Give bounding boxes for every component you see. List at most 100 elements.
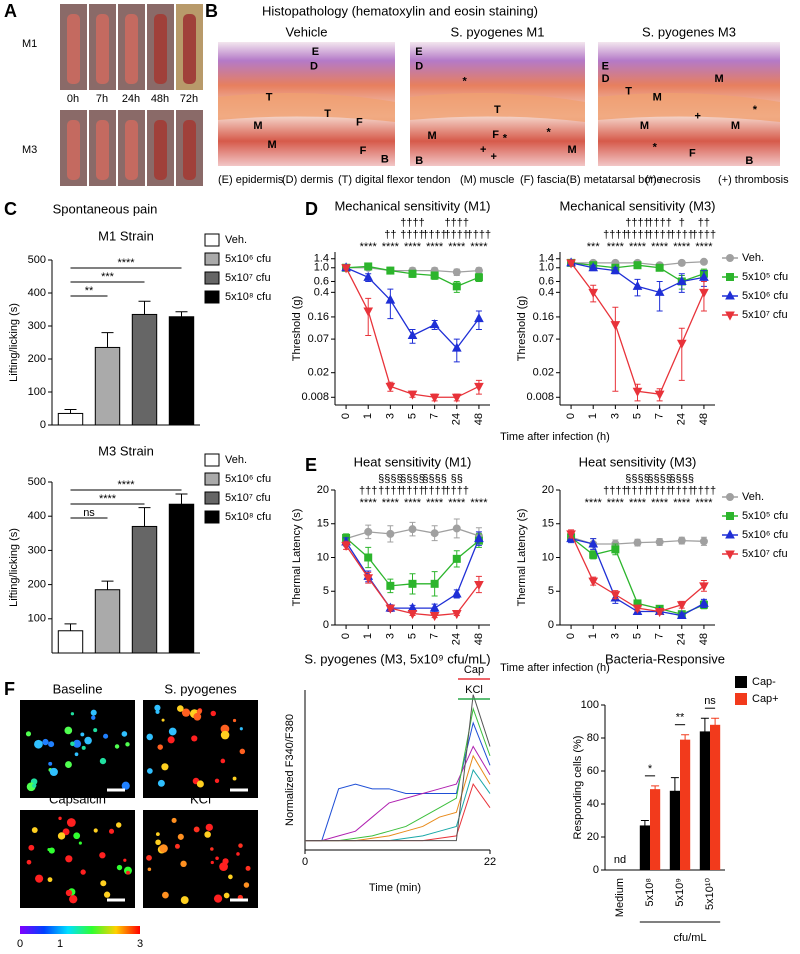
tendon [218,93,395,122]
annotation: §§§§ [378,473,402,485]
y-tick-label: 0.16 [533,311,554,323]
row-label: M3 [22,144,37,156]
annotation: §§ [451,473,463,485]
x-axis-label: Time after infection (h) [500,431,610,443]
tendon [410,93,585,122]
x-tick-label: 0 [565,413,577,419]
image-label: F [689,148,696,160]
annotation: †††† [422,229,446,241]
cell [239,748,246,755]
annotation: †††† [378,485,402,497]
calcium-image [20,700,135,798]
marker [699,288,709,298]
annotation: **** [360,497,378,509]
annotation: †††† [400,485,424,497]
error-bar [175,311,188,317]
annotation: †††† [647,229,671,241]
y-tick-label: 200 [28,353,46,365]
image-title: S. pyogenes [164,681,237,696]
image-label: F [356,117,363,129]
error-bar [175,493,188,505]
cell [232,776,237,781]
legend-label: 5x10⁶ cfu [225,253,271,265]
marker [566,530,576,540]
annotation: **** [695,241,713,253]
x-tick-label: 1 [362,413,374,419]
marker [429,393,440,403]
bar [94,589,121,654]
significance-label: * [648,763,653,775]
legend-label: Veh. [742,491,764,503]
y-tick-label: 300 [28,544,46,556]
colorbar [20,926,140,934]
marker [363,307,374,317]
image-title: Baseline [53,681,103,696]
cell [116,822,122,828]
error-bar [700,717,709,745]
bar [639,825,650,870]
legend-label: 5x10⁷ cfu [742,548,788,560]
annotation: †††† [670,485,694,497]
annotation: §§§§ [422,473,446,485]
image-label: E [415,46,422,58]
annotation: † [679,217,685,229]
marker [677,536,686,545]
marker [407,390,418,400]
annotation: **** [426,241,444,253]
marker [363,574,374,584]
y-axis-label: Thermal Latency (s) [291,509,303,607]
annotation: †††† [603,485,627,497]
legend-swatch [204,472,220,486]
cell [26,859,32,865]
key-item: (T) digital flexor tendon [338,174,451,186]
colorbar-tick-label: 3 [137,938,143,950]
paw [183,14,196,84]
cell [171,817,177,823]
marker [632,280,643,290]
panel-label: F [4,679,15,699]
image-label: T [625,86,632,98]
image-label: D [310,61,318,73]
calcium-image [143,810,258,908]
error-bar [64,408,77,414]
image-label: F [492,129,499,141]
error-bar [640,820,649,831]
x-tick-label: 48 [473,633,485,645]
cell [47,847,51,852]
cell [31,783,37,788]
marker [386,581,395,590]
panel-label: C [4,199,17,219]
marker [677,258,686,267]
x-tick-label: 3 [384,633,396,639]
legend-label: Veh. [225,454,247,466]
y-axis-label: Lifting/licking (s) [8,303,20,382]
marker [676,275,687,285]
paw [125,14,138,84]
y-tick-label: 0.07 [308,333,329,345]
legend-marker [725,550,735,560]
cell [220,724,230,734]
legend-swatch [204,233,220,247]
cell [103,891,111,898]
annotation: †††† [692,485,716,497]
x-axis-label: cfu/mL [673,932,706,944]
x-tick-label: 24 [676,413,688,425]
marker [610,265,621,275]
bar [94,346,121,426]
annotation: **** [382,497,400,509]
x-tick-label: 0 [302,856,308,868]
y-axis-label: Lifting/licking (s) [8,528,20,607]
y-axis-label: Threshold (g) [291,296,303,361]
marker [632,387,643,397]
time-label: 7h [96,93,108,105]
x-tick-label: 24 [676,633,688,645]
significance-label: ns [83,507,95,519]
cell [57,832,66,840]
image-label: M [653,92,662,104]
x-tick-label: 5 [631,633,643,639]
marker [407,602,418,612]
error-bar [711,717,720,732]
cell [210,847,214,851]
cell [116,864,123,871]
marker [452,554,461,563]
